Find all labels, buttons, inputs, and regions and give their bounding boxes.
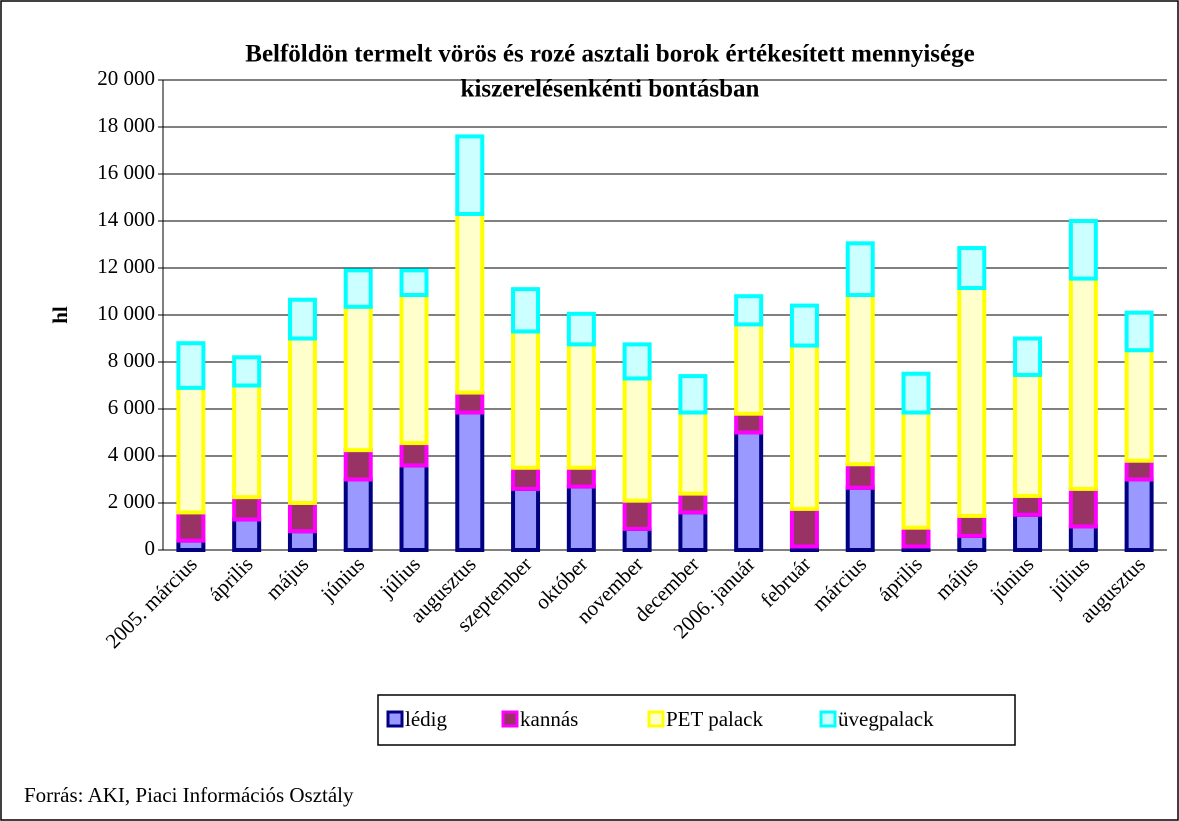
legend-swatch <box>386 710 404 728</box>
bar-segment <box>287 297 317 341</box>
legend-swatch <box>501 710 519 728</box>
bar-segment <box>343 448 373 482</box>
bar-segment <box>455 211 485 395</box>
bar-segment <box>176 341 206 390</box>
bar-segment <box>566 311 596 347</box>
bar-segment <box>176 385 206 515</box>
source-note: Forrás: AKI, Piaci Információs Osztály <box>24 783 354 807</box>
bar-segment <box>1068 219 1098 281</box>
bar-segment <box>399 293 429 446</box>
bar-segment <box>566 465 596 489</box>
bar-segment <box>957 246 987 290</box>
legend-label: kannás <box>520 707 578 731</box>
bar-segment <box>455 134 485 216</box>
bar-segment <box>1124 348 1154 463</box>
legend-label: üvegpalack <box>838 707 934 731</box>
bar-segment <box>845 293 875 467</box>
bar-segment <box>343 268 373 309</box>
bar-segment <box>789 506 819 549</box>
bar-segment <box>1013 336 1043 377</box>
bar-segment <box>511 287 541 334</box>
bar-segment <box>343 304 373 453</box>
bar-segment <box>957 533 987 553</box>
legend-label: PET palack <box>666 707 764 731</box>
bar-segment <box>1013 512 1043 552</box>
y-tick-label: 0 <box>145 536 156 560</box>
bar-segment <box>845 241 875 298</box>
bar-segment <box>678 491 708 515</box>
bar-segment <box>566 484 596 552</box>
chart-title: Belföldön termelt vörös és rozé asztali … <box>245 41 974 68</box>
bar-segment <box>957 285 987 518</box>
bar-segment <box>678 410 708 496</box>
bar-segment <box>845 485 875 553</box>
bar-segment <box>622 526 652 552</box>
bar-segment <box>622 342 652 381</box>
bar-segment <box>1013 372 1043 498</box>
bar-segment <box>511 465 541 491</box>
y-tick-label: 18 000 <box>97 113 155 137</box>
bar-segment <box>789 343 819 511</box>
bar-segment <box>1068 276 1098 491</box>
bar-segment <box>232 495 262 522</box>
bar-segment <box>622 498 652 531</box>
y-axis-label: hl <box>48 306 72 324</box>
bar-segment <box>566 342 596 470</box>
bar-segment <box>957 513 987 538</box>
bar-segment <box>789 303 819 348</box>
bar-segment <box>678 510 708 553</box>
bar-segment <box>511 486 541 552</box>
bar-segment <box>734 294 764 327</box>
bar-segment <box>1013 493 1043 517</box>
bar-segment <box>734 430 764 552</box>
y-tick-label: 16 000 <box>97 160 155 184</box>
bar-segment <box>287 336 317 505</box>
bar-segment <box>901 525 931 549</box>
y-tick-label: 14 000 <box>97 207 155 231</box>
legend-swatch <box>647 710 665 728</box>
legend <box>377 694 1016 746</box>
y-tick-label: 6 000 <box>108 395 155 419</box>
bar-segment <box>734 411 764 435</box>
bar-segment <box>1068 524 1098 552</box>
bar-segment <box>511 329 541 470</box>
bar-segment <box>455 390 485 415</box>
bar-segment <box>287 529 317 553</box>
bar-segment <box>343 477 373 552</box>
bar-segment <box>901 410 931 530</box>
y-tick-label: 4 000 <box>108 442 155 466</box>
bar-segment <box>232 355 262 388</box>
bar-segment <box>622 376 652 503</box>
bar-segment <box>455 410 485 552</box>
legend-label: lédig <box>405 707 447 731</box>
y-tick-label: 2 000 <box>108 489 155 513</box>
bar-segment <box>399 463 429 552</box>
bar-segment <box>232 383 262 500</box>
bar-segment <box>399 268 429 298</box>
bar-segment <box>1124 477 1154 552</box>
bar-segment <box>1068 486 1098 529</box>
bar-segment <box>845 462 875 490</box>
bar-segment <box>399 441 429 468</box>
bar-segment <box>901 371 931 415</box>
y-tick-label: 12 000 <box>97 254 155 278</box>
y-tick-label: 20 000 <box>97 66 155 90</box>
bar-segment <box>1124 310 1154 353</box>
y-tick-label: 10 000 <box>97 301 155 325</box>
bar-segment <box>287 501 317 534</box>
bar-segment <box>232 517 262 553</box>
bar-segment <box>678 374 708 415</box>
bar-segment <box>176 510 206 543</box>
y-tick-label: 8 000 <box>108 348 155 372</box>
legend-swatch <box>819 710 837 728</box>
bar-segment <box>734 322 764 416</box>
bar-segment <box>1124 458 1154 482</box>
